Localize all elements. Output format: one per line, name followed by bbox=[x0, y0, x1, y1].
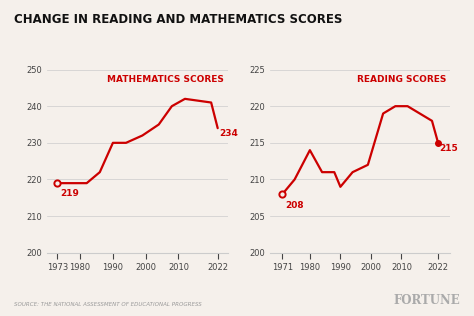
Text: 234: 234 bbox=[219, 129, 238, 138]
Text: 219: 219 bbox=[61, 189, 79, 198]
Text: 215: 215 bbox=[439, 144, 458, 153]
Text: FORTUNE: FORTUNE bbox=[393, 294, 460, 307]
Text: MATHEMATICS SCORES: MATHEMATICS SCORES bbox=[107, 75, 224, 84]
Text: CHANGE IN READING AND MATHEMATICS SCORES: CHANGE IN READING AND MATHEMATICS SCORES bbox=[14, 13, 343, 26]
Text: READING SCORES: READING SCORES bbox=[357, 75, 447, 84]
Text: SOURCE: THE NATIONAL ASSESSMENT OF EDUCATIONAL PROGRESS: SOURCE: THE NATIONAL ASSESSMENT OF EDUCA… bbox=[14, 301, 202, 307]
Text: 208: 208 bbox=[285, 202, 304, 210]
